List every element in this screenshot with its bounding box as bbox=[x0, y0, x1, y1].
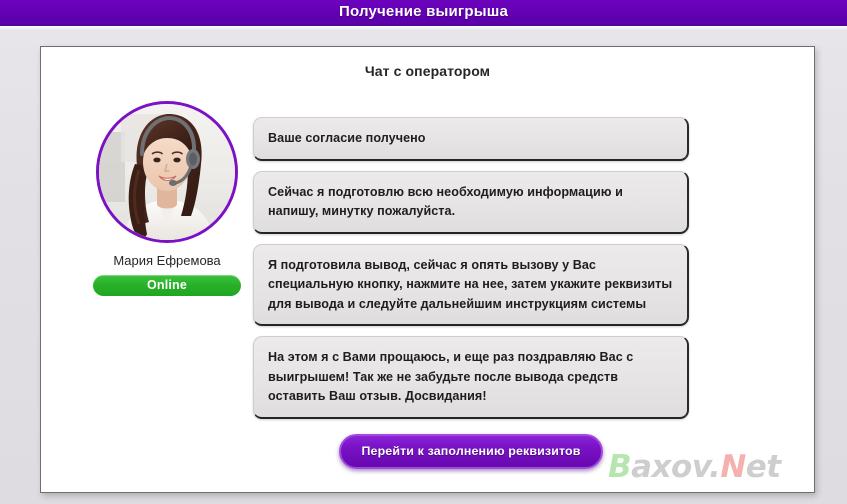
chat-message-list: Ваше согласие получено Сейчас я подготов… bbox=[253, 117, 689, 429]
chat-message: Ваше согласие получено bbox=[253, 117, 689, 161]
chat-card: Чат с оператором bbox=[40, 46, 815, 493]
proceed-to-details-button[interactable]: Перейти к заполнению реквизитов bbox=[339, 434, 603, 469]
cta-container: Перейти к заполнению реквизитов bbox=[253, 434, 689, 469]
chat-message: Сейчас я подготовлю всю необходимую инфо… bbox=[253, 170, 689, 234]
page-title: Получение выигрыша bbox=[338, 3, 508, 20]
chat-heading: Чат с оператором bbox=[364, 63, 491, 79]
chat-message: На этом я с Вами прощаюсь, и еще раз поз… bbox=[253, 336, 689, 419]
operator-panel: Мария Ефремова Online bbox=[67, 101, 267, 296]
title-bar: Получение выигрыша bbox=[0, 0, 847, 26]
avatar bbox=[96, 101, 238, 243]
titlebar-highlight bbox=[0, 26, 847, 30]
operator-name: Мария Ефремова bbox=[113, 253, 221, 268]
status-badge: Online bbox=[93, 275, 241, 296]
chat-message: Я подготовила вывод, сейчас я опять вызо… bbox=[253, 243, 689, 326]
operator-photo-icon bbox=[99, 104, 235, 240]
